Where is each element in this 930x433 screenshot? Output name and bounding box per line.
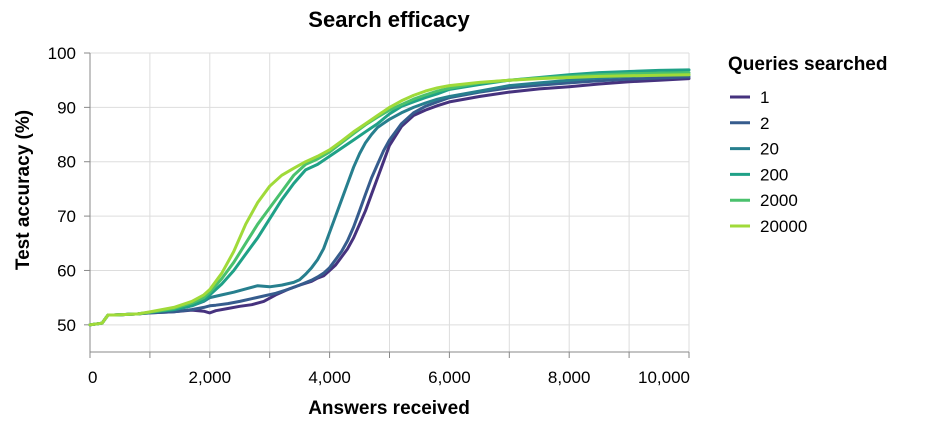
- legend-title: Queries searched: [728, 54, 887, 75]
- legend-label-2: 2: [760, 114, 769, 133]
- x-tick-label: 8,000: [548, 368, 591, 387]
- y-tick-label: 50: [57, 316, 76, 335]
- legend-label-20: 20: [760, 140, 779, 159]
- y-tick-label: 80: [57, 153, 76, 172]
- x-tick-label: 6,000: [428, 368, 471, 387]
- y-tick-label: 90: [57, 98, 76, 117]
- series-lines: [88, 68, 691, 327]
- series-line-20000: [88, 73, 691, 327]
- grid: [89, 52, 690, 352]
- legend-label-1: 1: [760, 88, 769, 107]
- y-tick-label: 60: [57, 261, 76, 280]
- axes: 0 2,000 4,000 6,000 8,000 10,000 50 60 70 80 90 100: [48, 44, 690, 387]
- y-tick-label: 100: [48, 44, 76, 63]
- x-tick-label: 2,000: [189, 368, 232, 387]
- x-tick-label: 10,000: [638, 368, 690, 387]
- y-axis-title: Test accuracy (%): [13, 110, 34, 270]
- legend-label-2000: 2000: [760, 191, 798, 210]
- chart-title: Search efficacy: [308, 7, 470, 32]
- legend-label-200: 200: [760, 165, 788, 184]
- legend: Queries searched 1 2 20 200 2000 20000: [728, 54, 887, 236]
- x-tick-label: 0: [88, 368, 97, 387]
- x-axis-title: Answers received: [308, 398, 470, 419]
- legend-label-20000: 20000: [760, 217, 807, 236]
- x-tick-label: 4,000: [308, 368, 351, 387]
- series-line-1: [88, 77, 691, 327]
- y-tick-label: 70: [57, 207, 76, 226]
